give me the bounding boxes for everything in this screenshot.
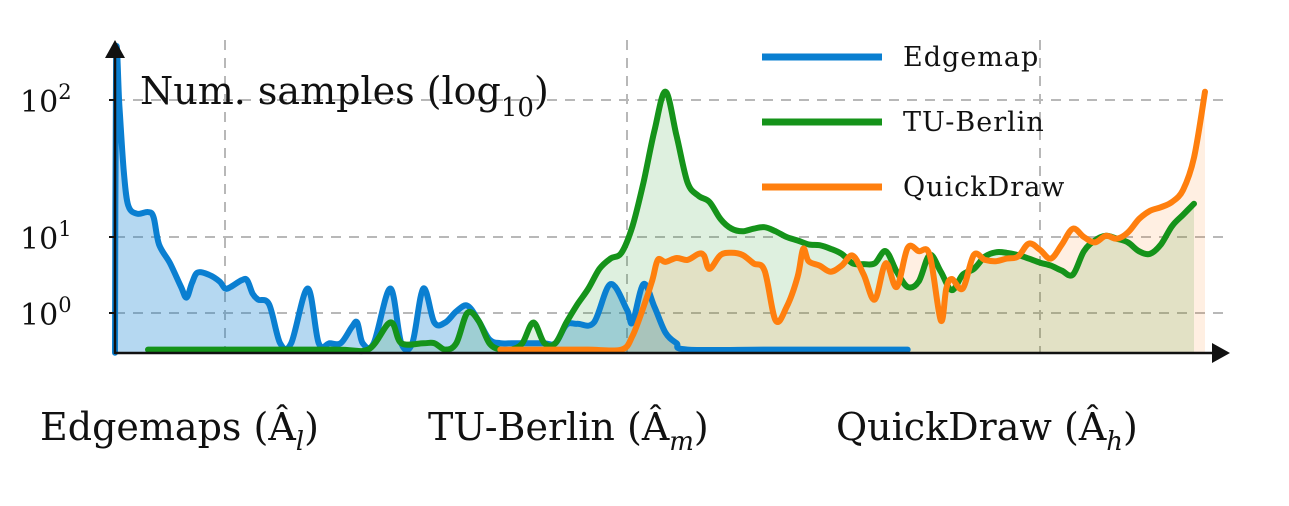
y-tick-label-0: 100 — [20, 293, 72, 333]
axes — [105, 40, 1230, 363]
x-group-label-quickdraw: QuickDraw (Âh) — [836, 405, 1138, 457]
blackboard-a-hat: Â — [267, 405, 296, 449]
legend-label-tu-berlin: TU-Berlin — [903, 107, 1045, 138]
blackboard-a-hat: Â — [641, 405, 670, 449]
line-quickdraw — [497, 88, 1208, 354]
blackboard-a-hat: Â — [1078, 405, 1107, 449]
x-group-labels: Edgemaps (Âl) TU-Berlin (Âm) QuickDraw (… — [40, 405, 1138, 457]
legend: Edgemap TU-Berlin QuickDraw — [762, 42, 1065, 203]
area-quickdraw — [500, 91, 1205, 353]
series-lines — [112, 43, 1208, 356]
line-edgemap — [112, 43, 911, 356]
area-edgemap — [115, 46, 908, 353]
y-ticks: 100 101 102 — [20, 80, 115, 333]
y-axis-label: Num. samples (log10) — [140, 69, 549, 123]
y-tick-label-2: 102 — [20, 80, 72, 120]
x-group-label-tu-berlin: TU-Berlin (Âm) — [428, 405, 709, 457]
x-axis-arrow — [1212, 343, 1230, 363]
y-axis-arrow — [105, 40, 125, 58]
x-group-label-edgemaps: Edgemaps (Âl) — [40, 405, 319, 457]
y-tick-label-1: 101 — [20, 217, 72, 257]
legend-label-edgemap: Edgemap — [903, 42, 1039, 73]
legend-label-quickdraw: QuickDraw — [903, 172, 1065, 203]
line-tu-berlin — [145, 88, 1197, 355]
